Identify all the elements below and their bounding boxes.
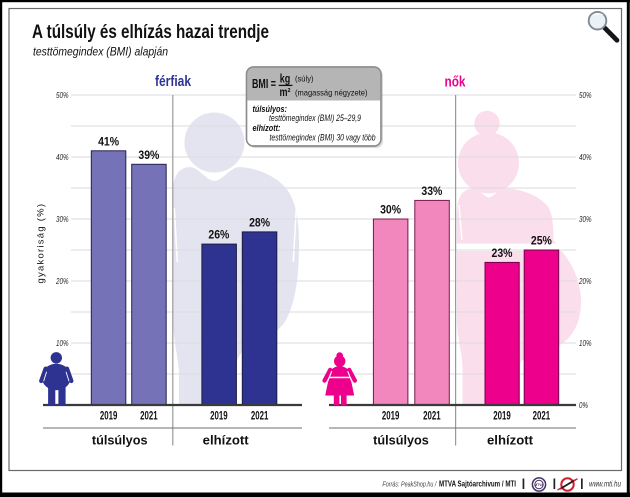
svg-text:túlsúlyos: túlsúlyos bbox=[373, 432, 429, 447]
svg-text:2021: 2021 bbox=[533, 411, 551, 423]
svg-text:www.mti.hu: www.mti.hu bbox=[589, 479, 621, 488]
svg-text:BMI =: BMI = bbox=[252, 77, 276, 91]
svg-text:nők: nők bbox=[445, 74, 467, 90]
svg-text:Forrás: PeakShop.hu /: Forrás: PeakShop.hu / bbox=[382, 479, 437, 488]
svg-text:20%: 20% bbox=[578, 276, 592, 286]
svg-text:0%: 0% bbox=[579, 400, 588, 410]
svg-text:(súly): (súly) bbox=[295, 74, 314, 84]
svg-text:testtömegindex (BMI) 30 vagy t: testtömegindex (BMI) 30 vagy több bbox=[270, 133, 376, 144]
svg-text:2021: 2021 bbox=[140, 411, 158, 423]
svg-text:(magasság négyzete): (magasság négyzete) bbox=[295, 88, 368, 98]
svg-text:kg: kg bbox=[280, 73, 291, 85]
svg-text:elhízott: elhízott bbox=[203, 432, 250, 447]
svg-text:30%: 30% bbox=[579, 214, 592, 224]
svg-text:50%: 50% bbox=[579, 90, 592, 100]
svg-text:gyakoriság (%): gyakoriság (%) bbox=[36, 203, 47, 284]
svg-text:50%: 50% bbox=[56, 90, 69, 100]
svg-text:2021: 2021 bbox=[251, 411, 269, 423]
svg-text:férfiak: férfiak bbox=[155, 74, 192, 90]
svg-text:33%: 33% bbox=[421, 186, 442, 198]
svg-text:2021: 2021 bbox=[423, 411, 441, 423]
svg-text:20%: 20% bbox=[55, 276, 69, 286]
svg-text:25%: 25% bbox=[531, 236, 552, 248]
svg-text:41%: 41% bbox=[98, 136, 119, 148]
svg-text:2019: 2019 bbox=[493, 411, 511, 423]
svg-text:testtömegindex (BMI) alapján: testtömegindex (BMI) alapján bbox=[33, 45, 168, 59]
svg-text:30%: 30% bbox=[56, 214, 69, 224]
svg-text:MTVA: MTVA bbox=[534, 483, 544, 487]
svg-text:m²: m² bbox=[280, 87, 291, 99]
svg-text:10%: 10% bbox=[56, 338, 69, 348]
svg-text:elhízott: elhízott bbox=[487, 432, 534, 447]
svg-text:2019: 2019 bbox=[100, 411, 118, 423]
svg-text:40%: 40% bbox=[56, 152, 69, 162]
svg-text:2019: 2019 bbox=[382, 411, 400, 423]
svg-text:40%: 40% bbox=[579, 152, 592, 162]
svg-text:39%: 39% bbox=[138, 150, 159, 162]
svg-text:2019: 2019 bbox=[210, 411, 228, 423]
svg-text:A túlsúly és elhízás hazai tre: A túlsúly és elhízás hazai trendje bbox=[32, 22, 269, 43]
svg-text:23%: 23% bbox=[492, 248, 513, 260]
svg-text:10%: 10% bbox=[579, 338, 592, 348]
svg-text:MTVA Sajtóarchivum / MTI: MTVA Sajtóarchivum / MTI bbox=[439, 479, 516, 488]
svg-text:elhízott:: elhízott: bbox=[253, 123, 281, 134]
svg-text:30%: 30% bbox=[380, 205, 401, 217]
svg-text:túlsúlyos: túlsúlyos bbox=[92, 432, 148, 447]
svg-text:26%: 26% bbox=[208, 230, 229, 242]
svg-text:testtömegindex (BMI) 25–29,9: testtömegindex (BMI) 25–29,9 bbox=[269, 113, 362, 124]
svg-text:túlsúlyos:: túlsúlyos: bbox=[253, 104, 288, 115]
svg-text:28%: 28% bbox=[249, 217, 270, 229]
